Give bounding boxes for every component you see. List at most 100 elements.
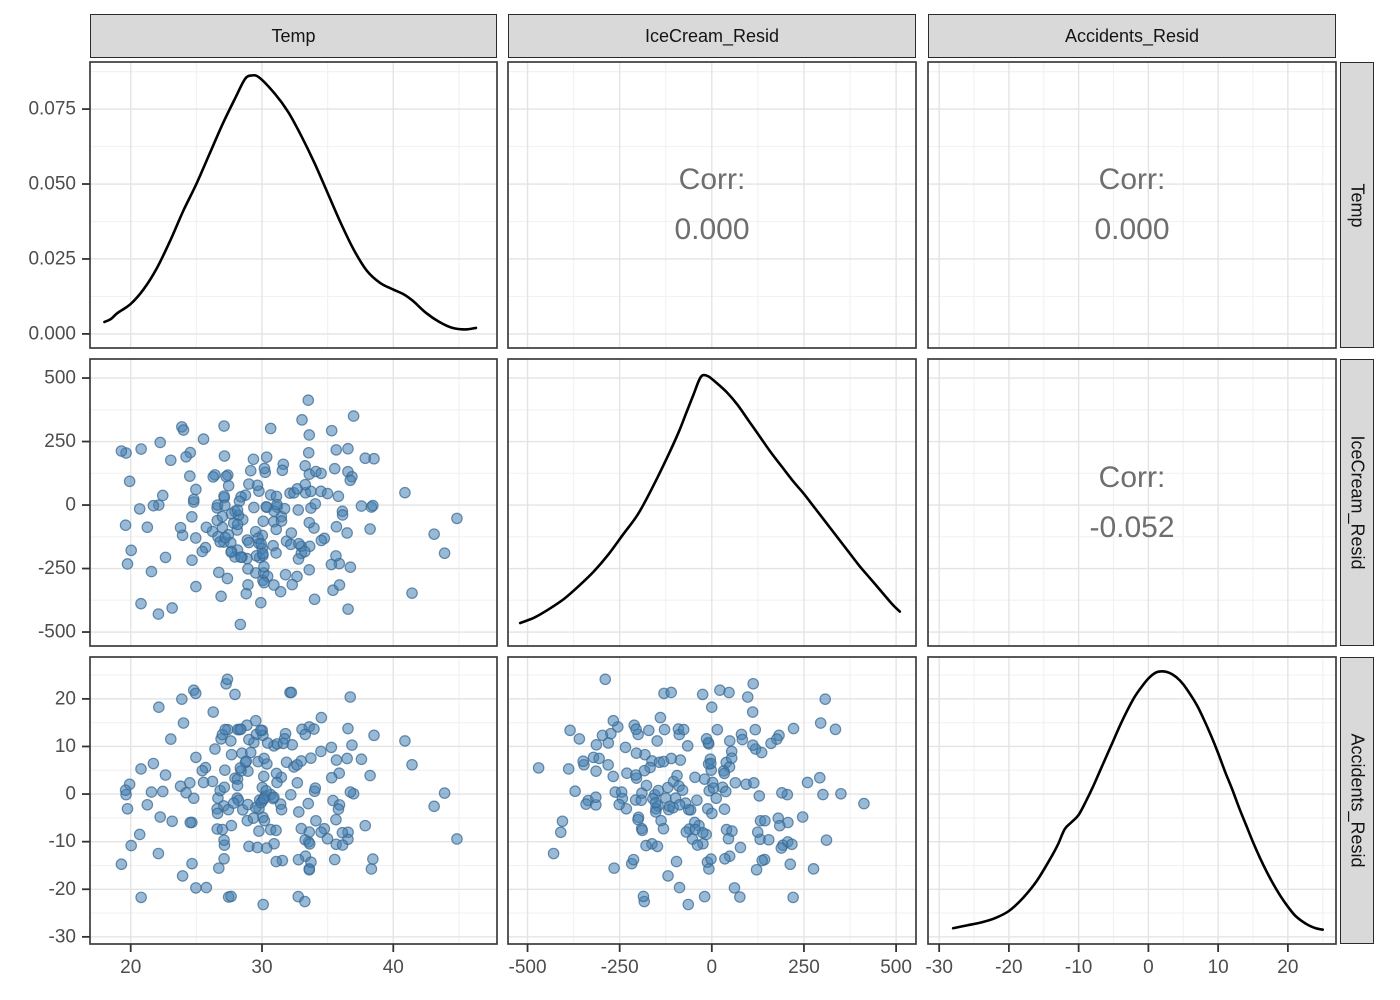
panel-border bbox=[507, 61, 917, 349]
scatter-point bbox=[218, 450, 231, 462]
scatter-point bbox=[428, 800, 440, 813]
scatter-point bbox=[341, 527, 353, 539]
scatter-point bbox=[342, 603, 354, 615]
scatter-point bbox=[216, 510, 229, 523]
scatter-point bbox=[608, 862, 620, 874]
scatter-point bbox=[141, 798, 154, 811]
scatter-point bbox=[365, 863, 378, 875]
scatter-point bbox=[291, 759, 303, 771]
panel-corr-temp-accidents bbox=[928, 62, 1336, 348]
scatter-point bbox=[271, 498, 283, 511]
scatter-point bbox=[438, 787, 451, 799]
scatter-point bbox=[705, 853, 717, 865]
scatter-point bbox=[671, 769, 683, 782]
scatter-point bbox=[344, 786, 357, 798]
scatter-point bbox=[308, 723, 320, 735]
scatter-point bbox=[231, 779, 244, 792]
scatter-point bbox=[216, 521, 229, 534]
scatter-point bbox=[135, 763, 147, 775]
scatter-point bbox=[330, 754, 343, 766]
scatter-point bbox=[264, 422, 277, 435]
scatter-point bbox=[123, 475, 136, 488]
scatter-point bbox=[698, 890, 711, 903]
scatter-point bbox=[747, 739, 759, 751]
scatter-point bbox=[218, 490, 230, 502]
scatter-point bbox=[722, 832, 735, 845]
scatter-point bbox=[257, 898, 269, 911]
scatter-point bbox=[746, 706, 759, 718]
x-tick-label: 0 bbox=[1143, 957, 1154, 978]
scatter-point bbox=[243, 478, 255, 490]
scatter-point bbox=[438, 547, 451, 560]
scatter-point bbox=[698, 773, 711, 785]
scatter-point bbox=[186, 511, 198, 523]
scatter-point bbox=[166, 602, 178, 614]
scatter-point bbox=[190, 751, 202, 764]
scatter-point bbox=[725, 752, 738, 764]
grid-major bbox=[928, 62, 1336, 348]
scatter-point bbox=[213, 566, 225, 579]
scatter-point bbox=[284, 788, 297, 801]
scatter-point bbox=[258, 462, 271, 475]
scatter-points-accidents_resid-vs-icecream_resid bbox=[532, 673, 870, 911]
scatter-point bbox=[285, 527, 298, 539]
scatter-point bbox=[599, 673, 612, 686]
scatter-point bbox=[364, 769, 376, 782]
y-axis: 0.000 0.025 0.050 0.075 -500 -250 0 250 500 -30 -2… bbox=[28, 99, 90, 947]
scatter-point bbox=[607, 714, 620, 727]
scatter-point bbox=[215, 590, 227, 603]
scatter-point bbox=[749, 723, 762, 736]
scatter-point bbox=[133, 503, 146, 515]
scatter-point bbox=[305, 752, 317, 764]
scatter-point bbox=[257, 547, 269, 560]
scatter-point bbox=[249, 714, 262, 727]
scatter-point bbox=[200, 521, 213, 534]
facet-strip-right-temp: Temp bbox=[1340, 62, 1374, 348]
scatter-point bbox=[344, 561, 357, 573]
scatter-point bbox=[220, 470, 232, 483]
scatter-point bbox=[216, 823, 229, 836]
scatter-point bbox=[835, 787, 847, 800]
scatter-point bbox=[219, 764, 231, 776]
facet-strip-label: Accidents_Resid bbox=[1347, 733, 1368, 868]
scatter-point bbox=[227, 797, 240, 809]
scatter-point bbox=[662, 870, 674, 882]
scatter-point bbox=[244, 464, 257, 477]
scatter-point bbox=[590, 765, 602, 777]
scatter-point bbox=[303, 838, 316, 850]
grid-minor bbox=[928, 359, 1336, 646]
scatter-point bbox=[234, 618, 247, 631]
scatter-point bbox=[243, 536, 255, 549]
scatter-point bbox=[736, 733, 749, 746]
scatter-point bbox=[367, 853, 379, 865]
scatter-point bbox=[219, 531, 231, 544]
scatter-point bbox=[274, 585, 287, 598]
scatter-point bbox=[364, 523, 376, 535]
scatter-point bbox=[268, 579, 280, 591]
scatter-point bbox=[630, 747, 643, 760]
scatter-point bbox=[231, 504, 244, 516]
scatter-point bbox=[660, 792, 672, 804]
scatter-point bbox=[258, 752, 270, 765]
scatter-point bbox=[787, 891, 799, 904]
scatter-point bbox=[691, 839, 704, 851]
grid-major bbox=[90, 62, 497, 348]
y-tick-label: 0.075 bbox=[28, 99, 76, 120]
facet-strip-label: IceCream_Resid bbox=[1347, 435, 1368, 570]
scatter-point bbox=[573, 733, 586, 745]
scatter-point bbox=[344, 691, 357, 703]
scatter-point bbox=[299, 545, 311, 558]
scatter-point bbox=[336, 826, 349, 839]
scatter-point bbox=[257, 515, 269, 528]
panel-border bbox=[927, 61, 1337, 349]
scatter-point bbox=[640, 839, 652, 852]
scatter-point bbox=[784, 858, 797, 871]
scatter-point bbox=[330, 444, 343, 456]
scatter-point bbox=[590, 739, 603, 751]
scatter-point bbox=[696, 688, 709, 701]
scatter-point bbox=[596, 729, 609, 742]
scatter-point bbox=[636, 824, 649, 837]
scatter-point bbox=[786, 838, 798, 851]
scatter-point bbox=[711, 723, 724, 736]
grid-major bbox=[508, 359, 916, 646]
